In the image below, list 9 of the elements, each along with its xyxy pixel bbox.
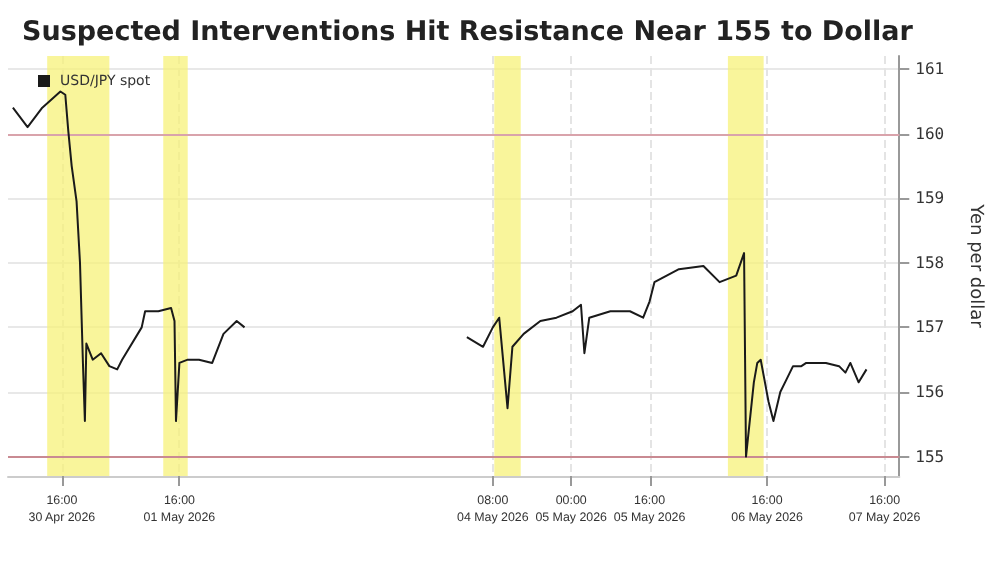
- y-tick-label: 160: [915, 124, 945, 143]
- y-axis-title: Yen per dollar: [965, 202, 985, 329]
- y-tick-label: 157: [915, 318, 945, 337]
- chart-title: Suspected Interventions Hit Resistance Near 155 to Dollar: [22, 16, 914, 48]
- y-tick-label: 155: [915, 447, 945, 466]
- y-tick-label: 159: [915, 189, 945, 208]
- y-tick-label: 156: [915, 383, 945, 401]
- y-tick-label: 158: [915, 253, 945, 272]
- y-tick-label: 161: [915, 59, 945, 78]
